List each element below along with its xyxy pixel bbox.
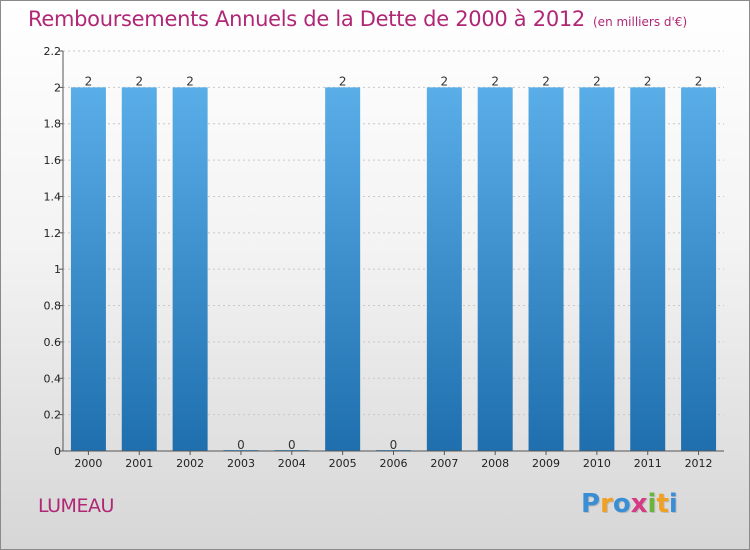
y-tick-label: 0.4: [44, 372, 62, 385]
x-tick-label: 2003: [227, 457, 255, 470]
data-label: 2: [339, 74, 347, 88]
data-label: 0: [237, 438, 245, 452]
title-line: Remboursements Annuels de la Dette de 20…: [28, 7, 687, 31]
logo-letter: t: [656, 489, 669, 519]
bar: [681, 87, 717, 451]
x-tick-label: 2011: [634, 457, 662, 470]
bar: [325, 87, 361, 451]
y-tick-label: 1.4: [44, 190, 62, 203]
x-tick-label: 2010: [583, 457, 611, 470]
x-tick-label: 2007: [430, 457, 458, 470]
bar: [426, 87, 462, 451]
bar: [172, 87, 208, 451]
y-tick-label: 2.2: [44, 45, 62, 58]
data-label: 2: [644, 74, 652, 88]
x-tick-label: 2000: [74, 457, 102, 470]
data-label: 2: [542, 74, 550, 88]
bar: [630, 87, 666, 451]
y-tick-label: 0.6: [44, 336, 62, 349]
logo-letter: r: [600, 489, 613, 519]
y-tick-label: 1.2: [44, 227, 62, 240]
logo-letter: x: [630, 489, 648, 519]
y-tick-label: 1.8: [44, 118, 62, 131]
data-labels-group: 2 2 2 0 0 2 0 2 2 2 2 2 2: [85, 74, 703, 452]
logo-letter: i: [668, 489, 678, 519]
bars-group: [70, 87, 717, 451]
grid-lines: [63, 50, 724, 452]
x-tick-label: 2006: [380, 457, 408, 470]
chart-subtitle: (en milliers d'€): [593, 15, 688, 29]
data-label: 2: [593, 74, 601, 88]
bar: [528, 87, 564, 451]
x-tick-label: 2012: [685, 457, 713, 470]
proxiti-logo: Proxiti: [581, 489, 678, 519]
chart-title: Remboursements Annuels de la Dette de 20…: [28, 7, 585, 31]
x-tick-label: 2005: [329, 457, 357, 470]
y-tick-label: 0.8: [44, 300, 62, 313]
y-tick-label: 1.6: [44, 154, 62, 167]
logo-letter: o: [612, 489, 631, 519]
x-tick-label: 2004: [278, 457, 306, 470]
data-label: 2: [85, 74, 93, 88]
bar: [70, 87, 106, 451]
y-tick-label: 0: [54, 445, 61, 458]
data-label: 2: [186, 74, 194, 88]
x-tick-label: 2009: [532, 457, 560, 470]
y-tick-labels-group: 0 0.2 0.4 0.6 0.8 1 1.2 1.4 1.6 1.8 2 2.2: [44, 45, 63, 458]
data-label: 2: [441, 74, 449, 88]
bar: [477, 87, 513, 451]
x-tick-label: 2002: [176, 457, 204, 470]
y-tick-label: 1: [54, 263, 61, 276]
town-name: LUMEAU: [38, 495, 114, 517]
x-tick-labels-group: 2000 2001 2002 2003 2004 2005 2006 2007 2008 2009…: [74, 451, 713, 470]
bar: [121, 87, 157, 451]
y-tick-label: 0.2: [44, 409, 62, 422]
data-label: 2: [695, 74, 703, 88]
x-tick-label: 2008: [481, 457, 509, 470]
x-tick-label: 2001: [125, 457, 153, 470]
data-label: 0: [288, 438, 296, 452]
logo-letter: P: [581, 489, 601, 519]
bar: [579, 87, 615, 451]
data-label: 2: [491, 74, 499, 88]
data-label: 0: [390, 438, 398, 452]
data-label: 2: [135, 74, 143, 88]
axes-group: [62, 51, 724, 452]
logo-letter: i: [647, 489, 657, 519]
y-tick-label: 2: [54, 81, 61, 94]
